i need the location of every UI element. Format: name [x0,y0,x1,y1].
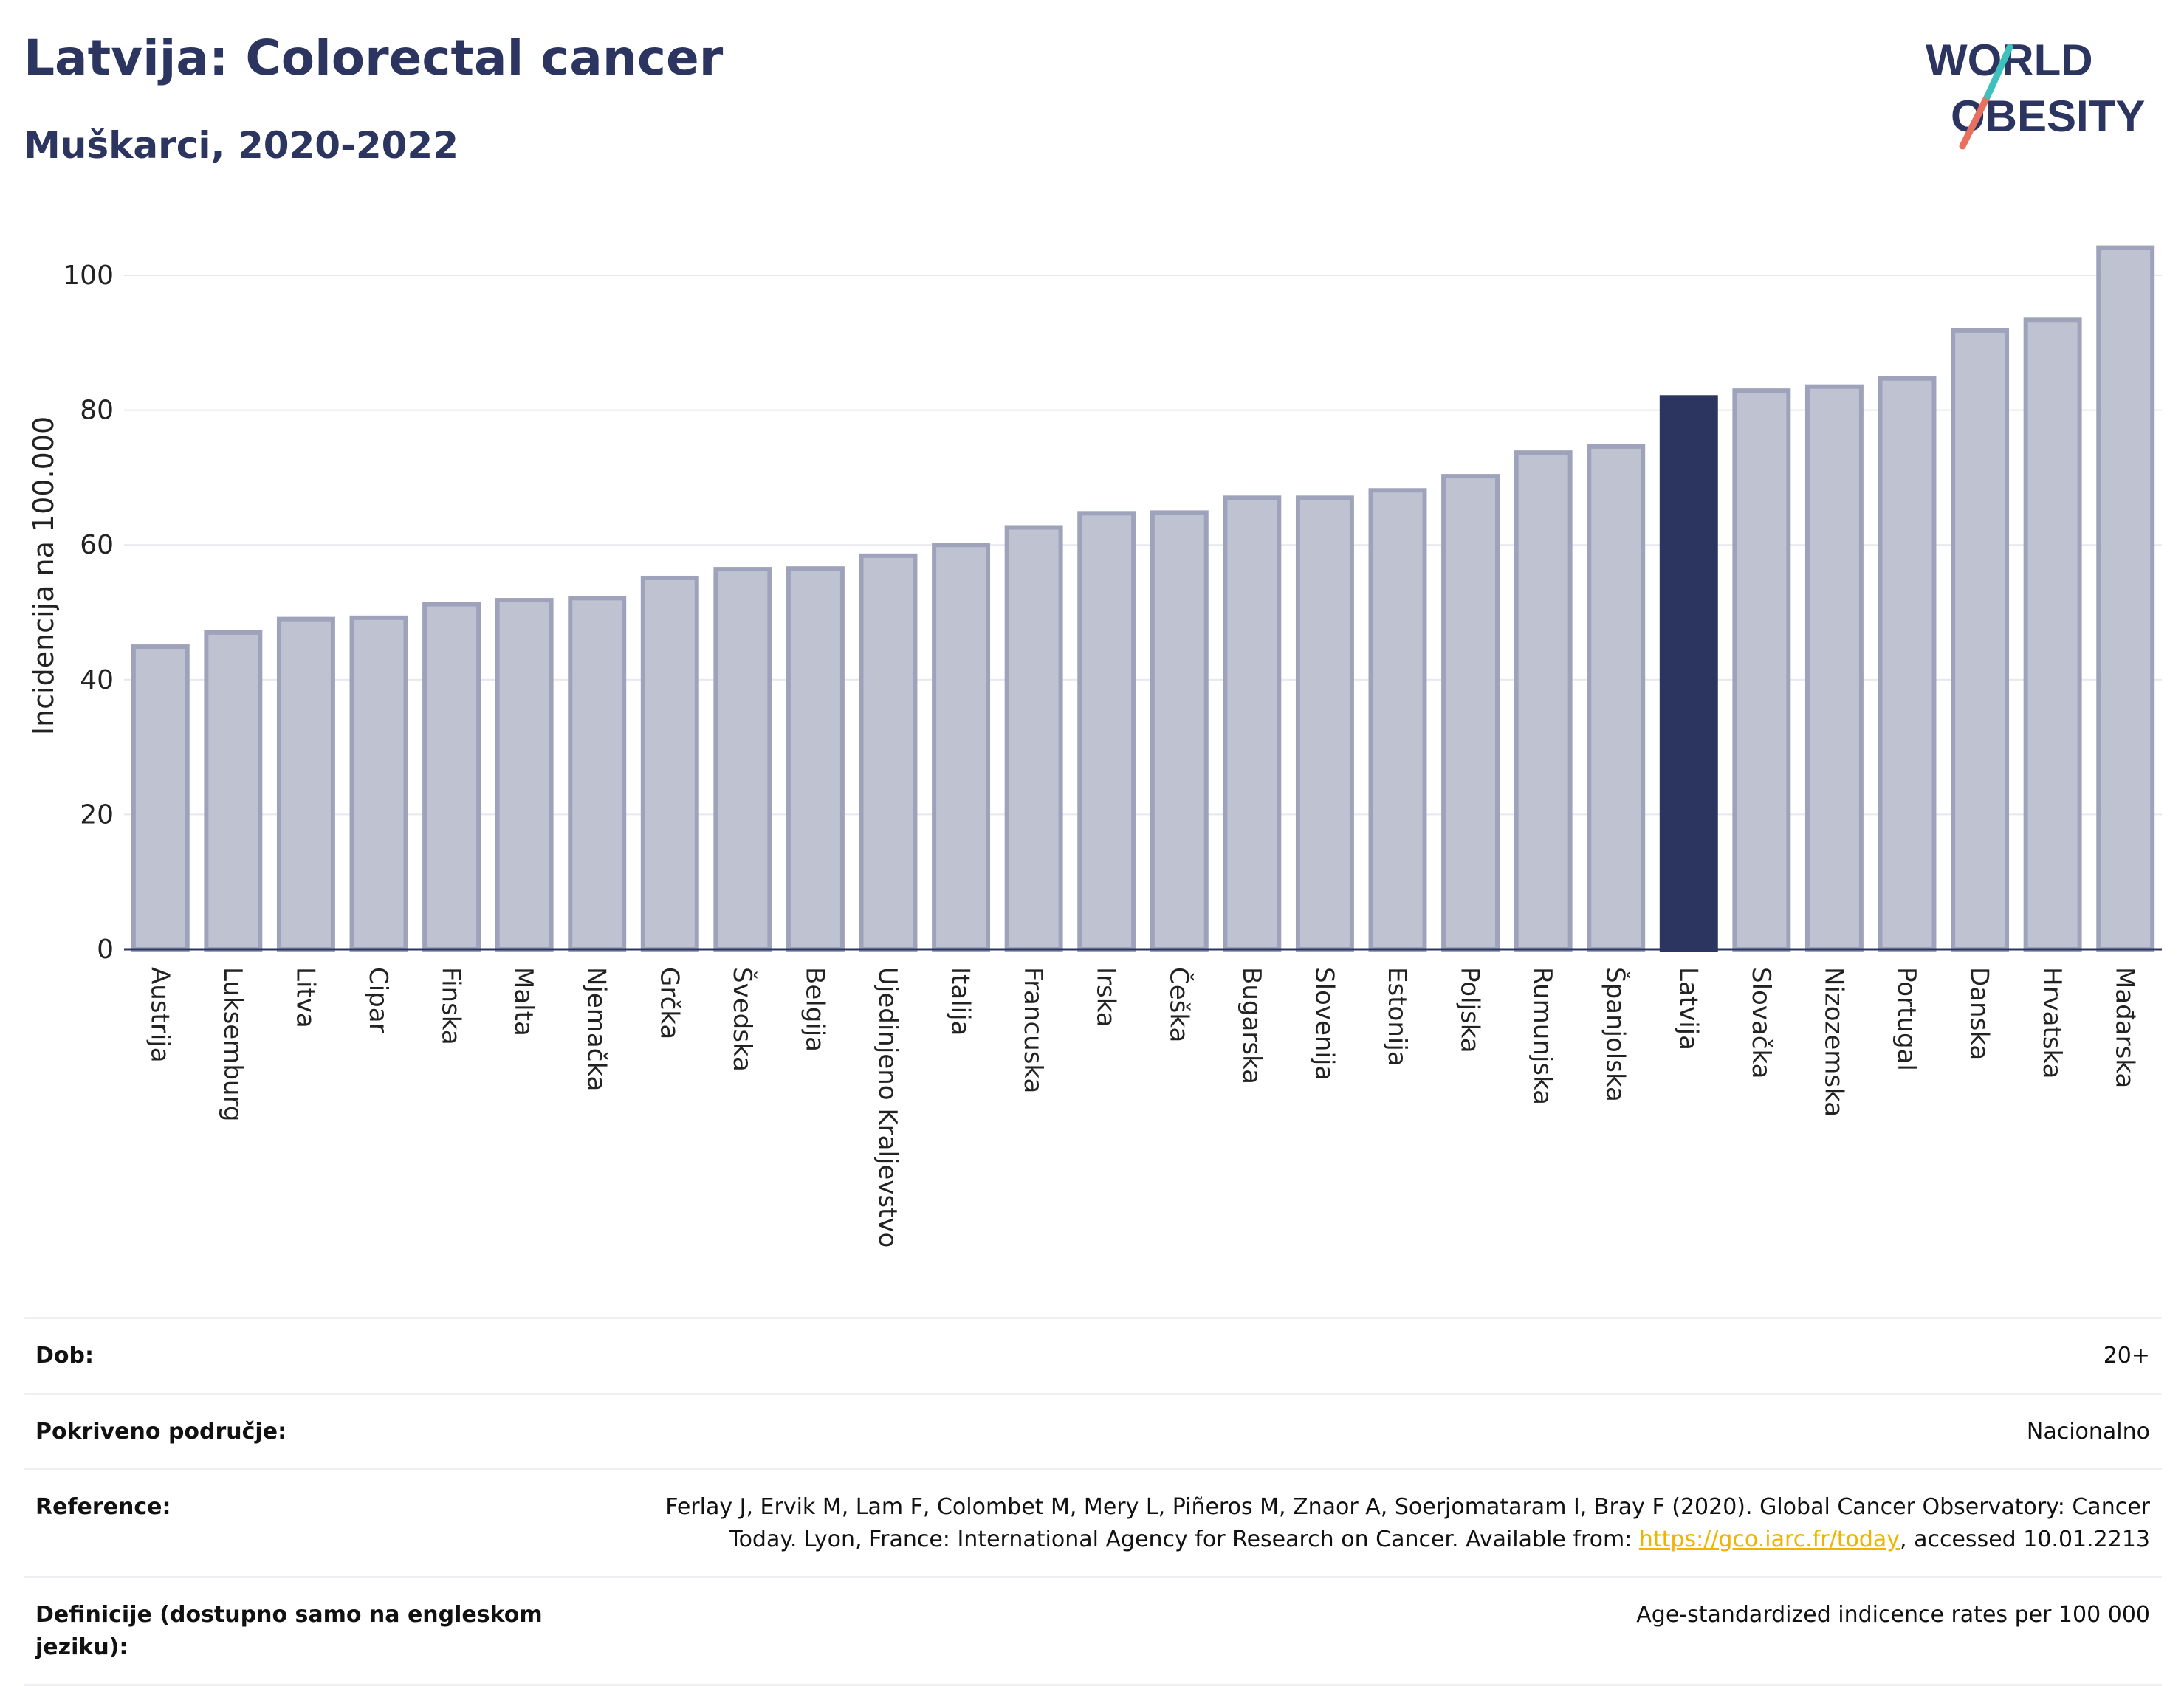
bar-italija [934,545,988,949]
info-label: Pokriveno područje: [35,1416,597,1448]
bar-danska [1953,331,2007,949]
y-tick-label: 20 [80,799,114,830]
x-axis-labels: Austrija Luksemburg Litva Cipar Finska Malta N… [145,967,2139,1248]
x-tick-label: Luksemburg [218,967,247,1121]
bar-malta [498,600,552,949]
bar-španjolska [1589,447,1643,949]
x-tick-label: Nizozemska [1819,967,1848,1117]
info-value: 20+ [597,1340,2150,1372]
x-tick-label: Slovenija [1309,967,1339,1081]
x-tick-label: Španjolska [1601,967,1631,1102]
bar-latvija [1662,397,1716,949]
x-tick-label: Ujedinjeno Kraljevstvo [873,967,902,1248]
x-tick-label: Francuska [1018,967,1048,1093]
bar-švedska [715,569,769,949]
x-tick-label: Italija [946,967,975,1036]
bar-njemačka [570,598,624,949]
bar-grčka [643,578,697,949]
bar-litva [279,619,333,949]
x-tick-label: Hrvatska [2037,967,2067,1078]
x-tick-label: Slovačka [1746,967,1776,1078]
x-tick-label: Finska [436,967,466,1045]
x-tick-label: Danska [1965,967,1994,1060]
x-tick-label: Njemačka [582,967,611,1091]
x-tick-label: Latvija [1673,967,1703,1050]
info-row-age: Dob: 20+ [24,1317,2162,1393]
info-row-definition: Definicije (dostupno samo na engleskom j… [24,1576,2162,1686]
bar-portugal [1881,379,1934,949]
bar-irska [1079,513,1133,949]
info-row-reference: Reference: Ferlay J, Ervik M, Lam F, Col… [24,1468,2162,1576]
bar-austrija [134,647,188,949]
y-tick-label: 40 [80,665,114,695]
info-label: Definicije (dostupno samo na engleskom j… [35,1599,597,1663]
bar-slovenija [1298,498,1352,949]
info-row-area: Pokriveno područje: Nacionalno [24,1393,2162,1469]
y-tick-label: 80 [80,396,114,426]
bar-belgija [789,568,842,949]
bar-poljska [1443,476,1497,949]
x-tick-label: Belgija [800,967,829,1052]
x-tick-label: Grčka [654,967,684,1039]
info-label: Dob: [35,1340,597,1372]
x-tick-label: Portugal [1892,967,1921,1071]
reference-link[interactable]: https://gco.iarc.fr/today [1639,1527,1900,1552]
bar-rumunjska [1517,453,1570,949]
bar-češka [1153,512,1206,949]
bar-hrvatska [2026,320,2080,949]
bar-slovačka [1734,390,1788,949]
bar-francuska [1007,527,1061,949]
y-tick-label: 100 [63,261,114,291]
x-tick-label: Malta [509,967,538,1036]
y-axis-label: Incidencija na 100.000 [27,416,60,735]
bar-nizozemska [1807,387,1861,949]
y-axis-ticks: 0 20 40 60 80 100 [63,261,114,965]
x-tick-label: Litva [290,967,320,1028]
info-value: Nacionalno [597,1416,2150,1448]
x-tick-label: Bugarska [1237,967,1266,1084]
bar-finska [425,605,478,949]
y-tick-label: 0 [97,935,114,965]
bar-mađarska [2098,248,2152,949]
bar-bugarska [1225,498,1279,949]
bar-estonija [1371,490,1425,949]
y-tick-label: 60 [80,530,114,560]
info-table: Dob: 20+ Pokriveno područje: Nacionalno … [24,1317,2162,1686]
x-tick-label: Estonija [1382,967,1412,1067]
reference-accessed: , accessed 10.01.2213 [1900,1527,2150,1552]
bar-cipar [352,618,406,949]
bars [134,248,2152,949]
x-tick-label: Austrija [145,967,174,1063]
x-tick-label: Cipar [363,967,393,1033]
info-value: Ferlay J, Ervik M, Lam F, Colombet M, Me… [597,1491,2150,1555]
x-tick-label: Irska [1091,967,1121,1028]
info-value: Age-standardized indicence rates per 100… [597,1599,2150,1663]
x-tick-label: Poljska [1455,967,1485,1053]
bar-luksemburg [206,633,260,949]
info-label: Reference: [35,1491,597,1555]
x-tick-label: Rumunjska [1528,967,1557,1105]
bar-chart: 0 20 40 60 80 100 Austrija Luksemburg Litva Cipa… [0,0,2184,1307]
x-tick-label: Češka [1164,967,1194,1042]
x-tick-label: Švedska [727,967,758,1072]
bar-ujedinjeno-kraljevstvo [862,556,916,949]
x-tick-label: Mađarska [2110,967,2140,1088]
